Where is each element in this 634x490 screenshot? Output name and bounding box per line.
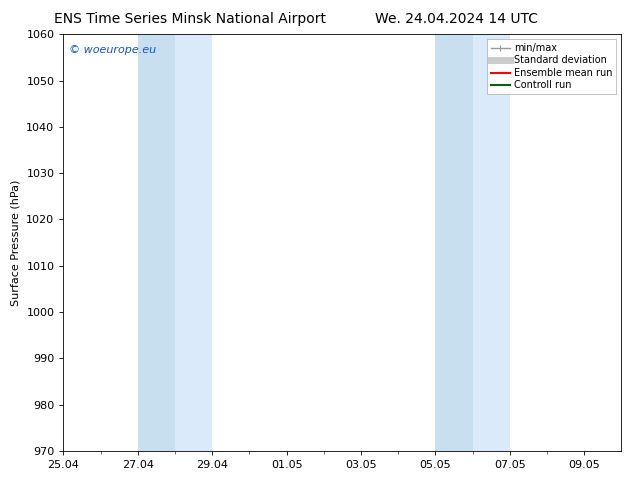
Text: ENS Time Series Minsk National Airport: ENS Time Series Minsk National Airport [54, 12, 327, 26]
Legend: min/max, Standard deviation, Ensemble mean run, Controll run: min/max, Standard deviation, Ensemble me… [487, 39, 616, 94]
Bar [472, 34, 510, 451]
Bar [175, 34, 212, 451]
Bar [436, 34, 472, 451]
Text: We. 24.04.2024 14 UTC: We. 24.04.2024 14 UTC [375, 12, 538, 26]
Text: © woeurope.eu: © woeurope.eu [69, 45, 156, 55]
Bar [138, 34, 175, 451]
Y-axis label: Surface Pressure (hPa): Surface Pressure (hPa) [11, 179, 21, 306]
